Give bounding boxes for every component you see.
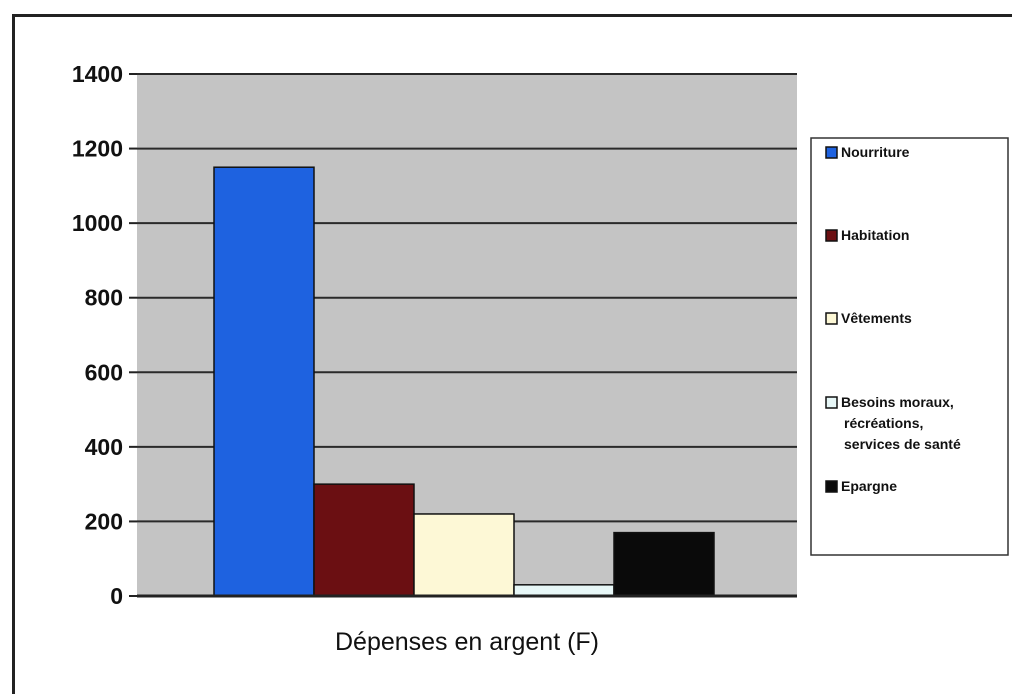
legend-box [810, 137, 1009, 556]
y-tick-label: 1000 [72, 210, 123, 236]
legend-label: Habitation [841, 227, 909, 243]
bar [213, 166, 315, 597]
chart-frame [12, 14, 1012, 694]
legend-swatch [825, 396, 838, 409]
y-tick-label: 1200 [72, 136, 123, 162]
legend-swatch [825, 312, 838, 325]
legend-swatch [825, 480, 838, 493]
y-tick-label: 400 [85, 434, 123, 460]
y-tick-label: 1400 [72, 61, 123, 87]
legend-label: Vêtements [841, 310, 912, 326]
y-tick-label: 0 [110, 583, 123, 609]
y-tick-label: 800 [85, 285, 123, 311]
legend-swatch [825, 146, 838, 159]
legend-label: Nourriture [841, 144, 910, 160]
y-tick-label: 600 [85, 359, 123, 385]
bars [213, 166, 715, 597]
bar [613, 531, 715, 597]
legend-label: Epargne [841, 478, 897, 494]
y-tick-label: 200 [85, 508, 123, 534]
legend: Nourriture Habitation Vêtements Besoins mor… [810, 137, 1009, 556]
y-axis-ticks: 0 200 400 600 800 1000 1200 1400 [72, 61, 137, 609]
legend-label: Besoins moraux, récréations, services de s… [841, 394, 961, 452]
x-axis-label: Dépenses en argent (F) [335, 628, 599, 656]
bar [513, 584, 615, 597]
bar [313, 483, 415, 597]
bar [413, 513, 515, 597]
legend-swatch [825, 229, 838, 242]
